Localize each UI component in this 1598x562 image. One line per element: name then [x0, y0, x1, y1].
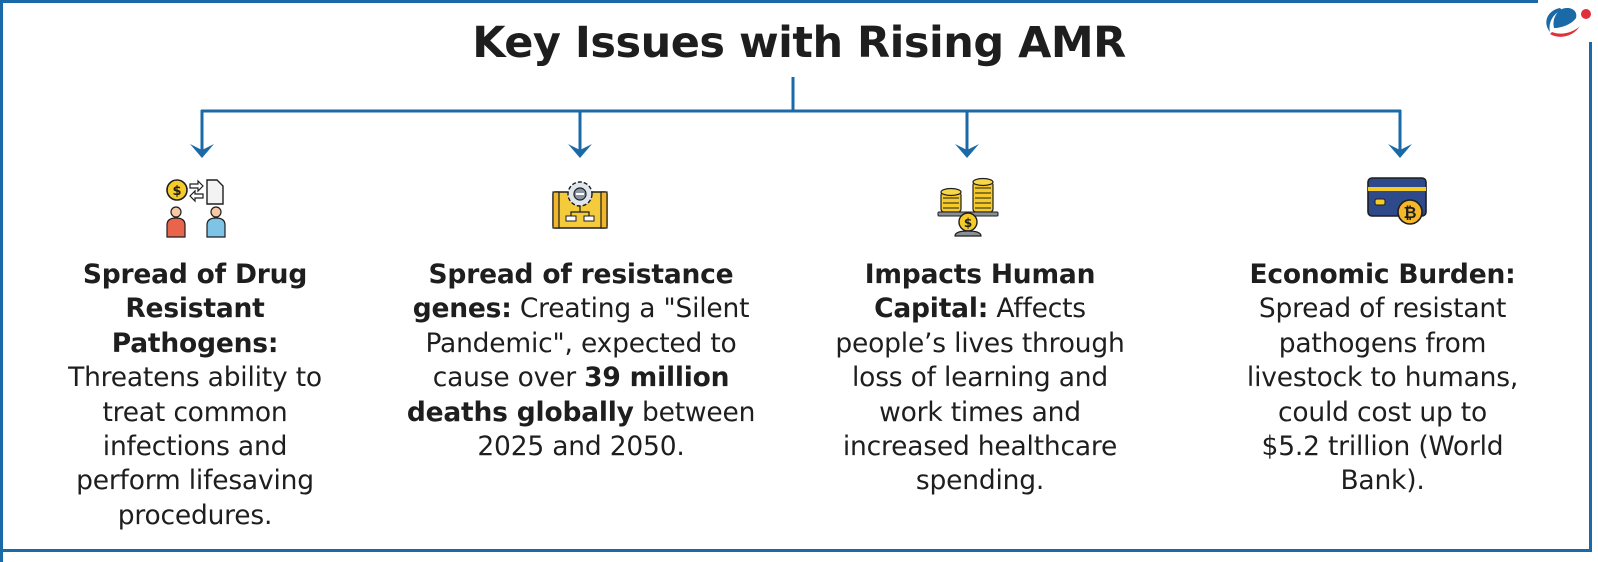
issue-body-line: work times and	[879, 396, 1081, 428]
issue-body-line: procedures.	[117, 499, 273, 531]
issue-card-economic-burden: Economic Burden: Spread of resistant pat…	[1220, 258, 1545, 499]
frame-left-border	[0, 0, 3, 562]
issue-body-line: could cost up to	[1277, 396, 1488, 428]
highlight-deaths-figure: 39 million	[584, 362, 730, 394]
issue-body-line: perform lifesaving	[76, 465, 314, 497]
arrow-down-icon	[190, 144, 214, 158]
coins-balance-scale-icon: $	[937, 177, 999, 237]
issue-heading: genes:	[412, 293, 512, 325]
money-exchange-people-icon: $	[166, 179, 226, 238]
frame-top-border	[0, 0, 1538, 3]
arrow-down-icon	[568, 144, 592, 158]
issue-body-line: Threatens ability to	[68, 362, 322, 394]
issue-heading: Pathogens:	[111, 327, 279, 359]
issue-heading: Spread of Drug	[82, 259, 308, 290]
issue-heading: Economic Burden:	[1249, 259, 1516, 290]
issue-body-text: between	[633, 396, 756, 428]
issue-card-human-capital: Impacts Human Capital: Affects people’s …	[805, 258, 1155, 499]
svg-text:₿: ₿	[1403, 203, 1416, 222]
arrow-down-icon	[1388, 144, 1412, 158]
issue-body-line: Pandemic", expected to	[425, 327, 737, 359]
issue-heading: Impacts Human	[864, 259, 1096, 290]
brand-logo-icon	[1546, 8, 1591, 37]
highlight-deaths-globally: deaths globally	[406, 396, 634, 428]
frame-right-border	[1589, 42, 1592, 552]
svg-text:$: $	[964, 216, 972, 230]
issue-body-line: $5.2 trillion (World	[1261, 431, 1504, 463]
issue-body-line: infections and	[102, 431, 288, 463]
issue-card-drug-resistant-pathogens: Spread of Drug Resistant Pathogens: Thre…	[30, 258, 360, 533]
issue-body-line: people’s lives through	[835, 327, 1125, 359]
issue-heading: Resistant	[125, 293, 265, 325]
page-title: Key Issues with Rising AMR	[472, 18, 1126, 68]
connector-lines	[190, 77, 1412, 158]
issue-body-text: Creating a "Silent	[511, 293, 750, 325]
issue-body-line: loss of learning and	[852, 362, 1108, 394]
issue-body-line: increased healthcare	[842, 431, 1118, 463]
issue-body-text: Affects	[988, 293, 1086, 325]
issue-body-line: pathogens from	[1278, 327, 1487, 359]
issue-body-line: Bank).	[1340, 465, 1425, 497]
issue-heading: Capital:	[874, 293, 989, 325]
issue-card-resistance-genes: Spread of resistance genes: Creating a "…	[385, 258, 777, 464]
frame-bottom-border	[0, 549, 1592, 552]
arrow-down-icon	[955, 144, 979, 158]
issue-body-line: 2025 and 2050.	[477, 431, 685, 463]
credit-card-bitcoin-icon: ₿	[1367, 177, 1427, 225]
issue-body-line: Spread of resistant	[1258, 293, 1507, 325]
issue-body-text: cause over	[432, 362, 585, 394]
issue-body-line: livestock to humans,	[1246, 362, 1519, 394]
issue-heading: Spread of resistance	[428, 259, 734, 290]
issue-body-line: treat common	[102, 396, 288, 428]
gear-blueprint-icon	[552, 181, 608, 229]
svg-text:$: $	[172, 184, 181, 199]
issue-body-line: spending.	[915, 465, 1045, 497]
